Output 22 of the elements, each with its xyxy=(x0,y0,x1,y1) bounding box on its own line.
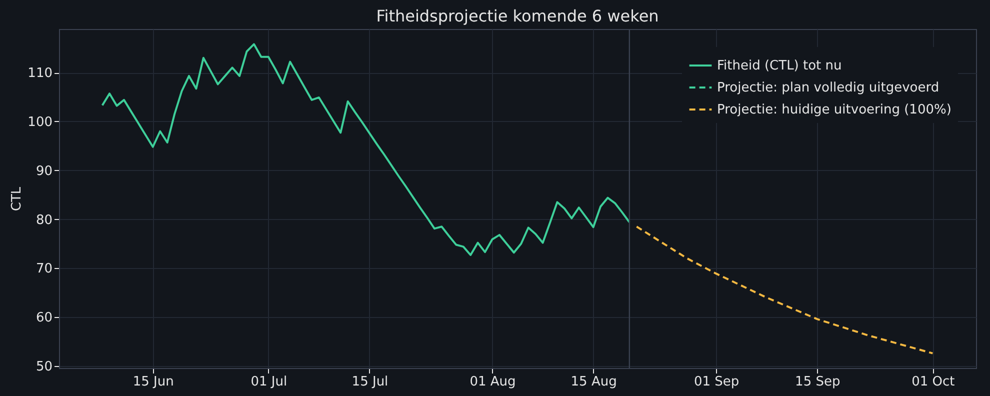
x-tick-label: 15 Jul xyxy=(352,374,388,390)
x-tick-label: 01 Sep xyxy=(694,374,740,390)
x-tick-label: 15 Sep xyxy=(795,374,840,390)
y-axis-title: CTL xyxy=(10,186,25,212)
x-tick-label: 01 Aug xyxy=(470,374,516,390)
y-tick-label: 80 xyxy=(36,212,52,228)
legend-label: Projectie: plan volledig uitgevoerd xyxy=(717,80,940,96)
x-tick-label: 15 Jun xyxy=(132,374,174,390)
legend-label: Projectie: huidige uitvoering (100%) xyxy=(717,102,952,118)
y-tick-label: 50 xyxy=(36,360,52,375)
x-tick-label: 01 Oct xyxy=(912,374,955,390)
legend-label: Fitheid (CTL) tot nu xyxy=(717,58,842,74)
x-tick-label: 15 Aug xyxy=(570,374,617,390)
y-tick-label: 90 xyxy=(36,164,52,179)
y-tick-label: 60 xyxy=(36,310,52,326)
y-tick-label: 100 xyxy=(28,114,52,130)
line-series xyxy=(101,43,630,256)
y-tick-label: 110 xyxy=(28,66,52,82)
y-tick-label: 70 xyxy=(36,262,52,277)
x-tick-label: 01 Jul xyxy=(250,374,288,390)
chart-title: Fitheidsprojectie komende 6 weken xyxy=(376,6,659,26)
line-series xyxy=(636,226,934,354)
